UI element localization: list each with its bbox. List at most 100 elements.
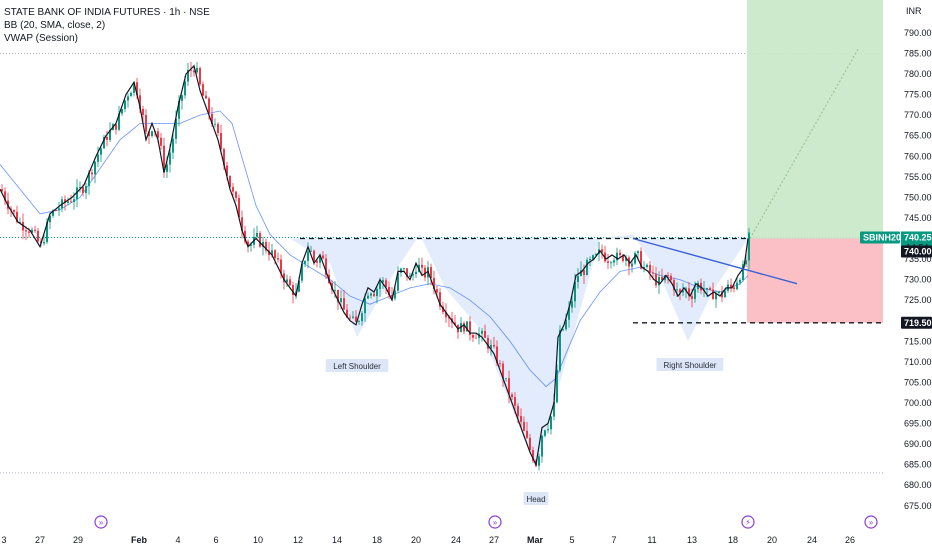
candle[interactable] — [103, 136, 105, 149]
candle[interactable] — [433, 277, 435, 290]
candle[interactable] — [268, 250, 270, 256]
candle[interactable] — [262, 241, 264, 247]
candle[interactable] — [31, 229, 33, 233]
candle[interactable] — [364, 298, 366, 314]
candle[interactable] — [175, 118, 177, 139]
candle[interactable] — [67, 201, 69, 203]
candle[interactable] — [145, 114, 147, 132]
candle[interactable] — [403, 268, 405, 270]
candle[interactable] — [361, 313, 363, 322]
candle[interactable] — [424, 267, 426, 278]
candle[interactable] — [601, 249, 603, 253]
trendline[interactable] — [632, 237, 798, 285]
candle[interactable] — [484, 330, 486, 338]
candle[interactable] — [148, 131, 150, 137]
candle[interactable] — [397, 272, 399, 291]
candle[interactable] — [508, 378, 510, 395]
candle[interactable] — [373, 293, 375, 297]
candle[interactable] — [82, 187, 84, 193]
candle[interactable] — [181, 95, 183, 101]
candle[interactable] — [286, 279, 288, 283]
candle[interactable] — [565, 319, 567, 330]
candle[interactable] — [304, 260, 306, 264]
candle[interactable] — [97, 154, 99, 162]
candle[interactable] — [334, 289, 336, 291]
candle[interactable] — [736, 282, 738, 290]
candle[interactable] — [712, 289, 714, 300]
candle[interactable] — [211, 113, 213, 124]
candle[interactable] — [367, 295, 369, 299]
candle[interactable] — [337, 289, 339, 303]
candle[interactable] — [124, 100, 126, 110]
candle[interactable] — [529, 437, 531, 450]
candle[interactable] — [139, 95, 141, 109]
candle[interactable] — [556, 370, 558, 403]
candle[interactable] — [421, 264, 423, 268]
candle[interactable] — [481, 330, 483, 334]
candle[interactable] — [583, 270, 585, 276]
candle[interactable] — [277, 258, 279, 260]
candle[interactable] — [19, 221, 21, 223]
candle[interactable] — [283, 273, 285, 283]
candle[interactable] — [586, 259, 588, 276]
candle[interactable] — [13, 209, 15, 212]
candle[interactable] — [25, 230, 27, 232]
candle[interactable] — [376, 288, 378, 297]
candle[interactable] — [64, 199, 66, 203]
symbol-title[interactable]: STATE BANK OF INDIA FUTURES · 1h · NSE — [4, 7, 210, 18]
candle[interactable] — [490, 344, 492, 349]
candle[interactable] — [214, 123, 216, 125]
candle[interactable] — [382, 280, 384, 283]
candle[interactable] — [574, 281, 576, 302]
candle[interactable] — [307, 251, 309, 261]
candle[interactable] — [559, 330, 561, 371]
candle[interactable] — [301, 263, 303, 281]
candle[interactable] — [475, 337, 477, 339]
candle[interactable] — [640, 251, 642, 269]
candle[interactable] — [340, 298, 342, 303]
candle[interactable] — [292, 285, 294, 296]
candle[interactable] — [217, 123, 219, 133]
candle[interactable] — [349, 317, 351, 319]
candle[interactable] — [310, 250, 312, 252]
candle[interactable] — [625, 257, 627, 261]
candle[interactable] — [715, 293, 717, 300]
candle[interactable] — [643, 266, 645, 269]
candle[interactable] — [595, 253, 597, 256]
candle[interactable] — [184, 81, 186, 96]
candle[interactable] — [121, 109, 123, 114]
candle[interactable] — [739, 279, 741, 283]
candle[interactable] — [319, 255, 321, 263]
candle[interactable] — [502, 363, 504, 379]
candle[interactable] — [79, 187, 81, 188]
candle[interactable] — [718, 291, 720, 294]
candle[interactable] — [409, 275, 411, 277]
candle[interactable] — [748, 232, 750, 261]
candle[interactable] — [91, 172, 93, 175]
candle[interactable] — [52, 210, 54, 216]
candle[interactable] — [73, 199, 75, 202]
candle[interactable] — [724, 290, 726, 298]
candle[interactable] — [157, 131, 159, 138]
candle[interactable] — [325, 258, 327, 275]
candle[interactable] — [34, 229, 36, 231]
event-icon[interactable] — [94, 515, 108, 529]
candle[interactable] — [37, 230, 39, 242]
candle[interactable] — [493, 344, 495, 347]
candle[interactable] — [448, 317, 450, 319]
candle[interactable] — [571, 301, 573, 308]
candle[interactable] — [1, 189, 3, 192]
candle[interactable] — [298, 280, 300, 292]
candle[interactable] — [352, 316, 354, 318]
candle[interactable] — [742, 264, 744, 280]
candle[interactable] — [487, 337, 489, 349]
candle[interactable] — [649, 264, 651, 273]
candle[interactable] — [187, 69, 189, 82]
candle[interactable] — [412, 274, 414, 276]
candle[interactable] — [544, 430, 546, 436]
candle[interactable] — [463, 323, 465, 332]
candle[interactable] — [220, 132, 222, 150]
candle[interactable] — [511, 394, 513, 398]
candle[interactable] — [406, 268, 408, 277]
candle[interactable] — [523, 421, 525, 431]
